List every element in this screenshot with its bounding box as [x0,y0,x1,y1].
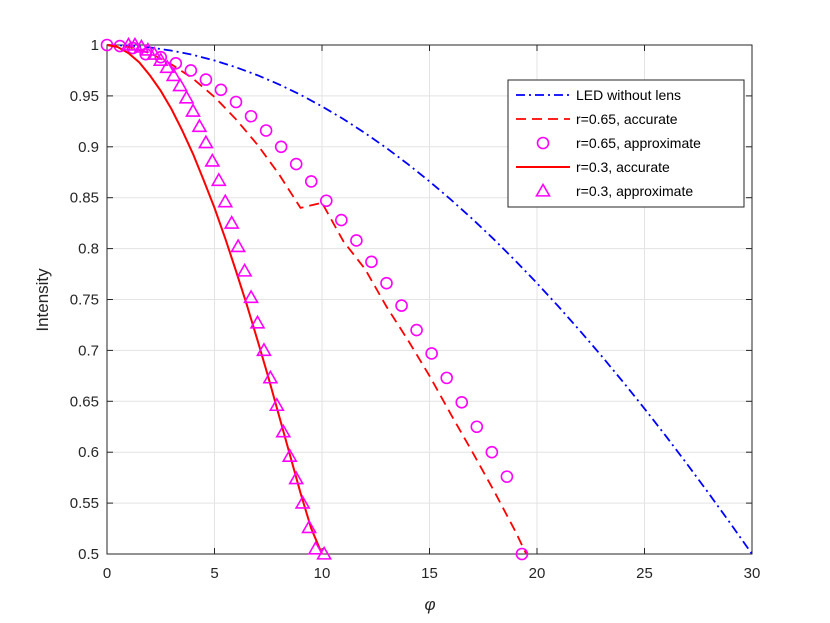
series-point [217,193,234,208]
x-tick-label: 0 [103,565,111,582]
legend-entry-label: r=0.65, accurate [576,111,678,127]
series-point [289,157,303,171]
series-point [100,38,114,52]
series-point [172,77,188,92]
series-1 [106,44,528,555]
series-point [243,289,259,304]
x-tick-label: 10 [314,565,331,582]
series-point [335,213,348,227]
series-point [236,262,253,277]
series-0 [106,44,753,555]
legend-entry-label: r=0.3, accurate [576,159,670,175]
y-tick-label: 0.6 [78,444,99,461]
series-point [154,50,168,64]
series-point [133,38,150,53]
series-4 [120,36,333,560]
series-point [500,470,514,483]
series-layer [100,36,753,561]
series-point [244,109,258,123]
x-tick-label: 25 [636,565,653,582]
series-point [304,175,318,188]
series-point [214,83,228,97]
x-axis-label: φ [424,595,435,614]
x-tick-label: 5 [210,565,218,582]
legend-swatch-marker [535,182,551,197]
series-point [365,255,378,269]
series-point [395,299,408,312]
series-line [106,44,753,555]
x-tick-label: 20 [529,565,546,582]
series-point [204,152,221,167]
series-point [316,545,333,560]
series-point [256,342,272,357]
series-point [184,64,198,77]
series-point [127,36,143,51]
legend-entry-label: r=0.3, approximate [576,183,693,199]
y-tick-label: 0.85 [70,190,99,207]
x-tick-label: 15 [421,565,438,582]
series-point [515,547,529,561]
series-point [288,470,305,485]
series-point [230,238,247,253]
series-point [210,172,227,187]
series-point [301,519,317,534]
legend: LED without lens r=0.65, accurate r=0.65, … [507,79,745,208]
legend-entry-label: r=0.65, approximate [576,135,701,151]
y-tick-label: 1 [91,37,99,54]
legend-box [507,79,745,208]
series-point [262,369,279,384]
legend-swatch-marker [536,136,550,150]
series-point [350,234,363,247]
series-point [410,323,423,337]
series-point [146,46,163,60]
series-point [259,124,273,137]
series-point [199,73,213,86]
series-point [470,420,484,434]
y-tick-label: 0.65 [70,393,99,410]
series-point [178,89,195,104]
series-point [191,118,208,133]
y-axis-label: Intensity [33,268,52,332]
series-point [380,276,393,290]
series-point [307,540,324,555]
series-point [440,371,454,385]
y-tick-label: 0.7 [78,342,99,359]
series-point [294,494,311,509]
series-point [159,59,176,74]
series-point [169,57,183,70]
series-point [223,215,240,229]
series-point [425,347,438,360]
series-2 [100,38,529,561]
series-point [198,134,214,149]
y-tick-label: 0.95 [70,88,99,105]
axes: 0 5 10 15 20 25 30 0.5 0.55 0.6 0.65 0.7 0.75 0.8 0.85… [70,37,761,582]
series-point [268,397,285,412]
legend-entry-label: LED without lens [576,87,681,103]
y-tick-label: 0.5 [78,546,99,563]
y-tick-label: 0.9 [78,139,99,156]
series-line [106,44,323,555]
y-tick-label: 0.55 [70,495,99,512]
series-point [139,41,156,56]
series-point [185,103,201,117]
series-point [249,314,266,329]
series-point [165,67,182,82]
y-tick-label: 0.8 [78,241,99,258]
series-point [455,396,469,409]
series-point [229,95,243,109]
series-line [106,44,528,555]
y-tick-label: 0.75 [70,292,99,309]
series-point [485,445,499,459]
series-3 [106,44,323,555]
series-point [274,140,288,154]
series-point [281,448,298,462]
x-tick-label: 30 [744,565,761,582]
series-point [152,52,169,66]
series-point [319,194,333,208]
series-point [275,423,292,438]
